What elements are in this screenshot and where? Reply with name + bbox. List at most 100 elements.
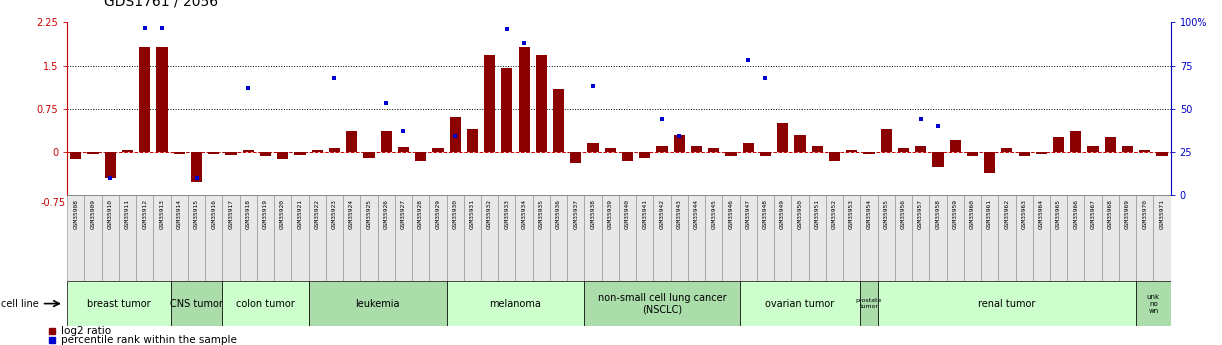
Bar [516,195,533,281]
Text: GSM35970: GSM35970 [1143,199,1147,229]
Bar [673,135,684,152]
Bar [171,195,188,281]
Text: GSM35953: GSM35953 [849,199,854,229]
Point [134,25,154,30]
Bar [1102,195,1119,281]
Point [376,101,396,106]
Bar [622,152,633,161]
Text: GSM35913: GSM35913 [160,199,165,229]
Bar [794,135,805,152]
Text: GSM35965: GSM35965 [1056,199,1061,229]
Bar [571,152,582,163]
Text: GSM35948: GSM35948 [763,199,767,229]
Bar [535,55,547,152]
Bar [705,195,722,281]
Text: GSM35915: GSM35915 [194,199,199,229]
Bar [1119,195,1136,281]
Bar [499,195,516,281]
Bar [792,195,809,281]
Bar [398,147,409,152]
Text: GSM35954: GSM35954 [866,199,871,229]
Bar [584,281,739,326]
Bar [809,195,826,281]
Bar [295,152,306,155]
Bar [1015,195,1033,281]
Point [755,75,775,80]
Bar [1136,281,1171,326]
Bar [343,195,360,281]
Text: GSM35944: GSM35944 [694,199,699,229]
Bar [191,152,202,182]
Bar [139,47,150,152]
Text: GSM35952: GSM35952 [832,199,837,229]
Text: GSM35922: GSM35922 [315,199,320,229]
Bar [329,148,340,152]
Text: GSM35963: GSM35963 [1022,199,1026,229]
Text: GSM35919: GSM35919 [263,199,268,229]
Bar [518,47,529,152]
Bar [605,148,616,152]
Bar [1122,146,1133,152]
Bar [967,152,978,156]
Point [100,175,120,180]
Bar [984,152,995,172]
Bar [654,195,671,281]
Point [583,83,602,89]
Bar [739,195,756,281]
Bar [481,195,499,281]
Bar [205,195,222,281]
Bar [688,195,705,281]
Text: GSM35946: GSM35946 [728,199,733,229]
Text: GSM35966: GSM35966 [1073,199,1078,229]
Text: GSM35936: GSM35936 [556,199,561,229]
Bar [932,152,943,167]
Text: colon tumor: colon tumor [236,299,295,308]
Bar [243,149,254,152]
Bar [1067,195,1084,281]
Bar [760,152,771,156]
Bar [588,142,599,152]
Bar [726,152,737,156]
Bar [501,68,512,152]
Point [910,116,930,122]
Bar [225,152,237,155]
Bar [380,131,392,152]
Bar [743,142,754,152]
Text: GSM35940: GSM35940 [626,199,631,229]
Text: GSM35911: GSM35911 [125,199,130,229]
Bar [326,195,343,281]
Text: GSM35933: GSM35933 [505,199,510,229]
Bar [1136,195,1154,281]
Text: GSM35929: GSM35929 [435,199,440,229]
Point [497,27,517,32]
Bar [860,281,877,326]
Bar [277,152,288,159]
Text: cell line: cell line [1,299,39,308]
Text: GSM35942: GSM35942 [660,199,665,229]
Bar [415,152,426,161]
Bar [346,131,357,152]
Bar [105,152,116,178]
Bar [174,152,185,154]
Text: non-small cell lung cancer
(NSCLC): non-small cell lung cancer (NSCLC) [598,293,726,314]
Bar [929,195,947,281]
Bar [843,195,860,281]
Bar [154,195,171,281]
Bar [260,152,271,156]
Text: GSM35926: GSM35926 [384,199,389,229]
Bar [101,195,119,281]
Bar [550,195,567,281]
Text: GSM35960: GSM35960 [970,199,975,229]
Bar [898,148,909,152]
Bar [1001,148,1013,152]
Bar [464,195,481,281]
Point [670,134,689,139]
Text: GSM35934: GSM35934 [522,199,527,229]
Bar [156,47,167,152]
Bar [864,152,875,154]
Point [153,25,172,30]
Bar [395,195,412,281]
Bar [1139,149,1150,152]
Text: GSM35921: GSM35921 [297,199,303,229]
Bar [433,148,444,152]
